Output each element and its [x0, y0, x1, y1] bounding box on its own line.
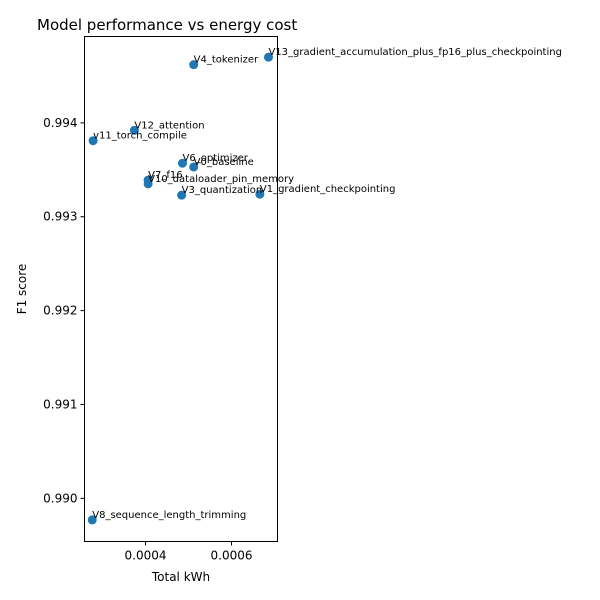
y-axis-ticks: 0.990 0.991 0.992 0.993 0.994	[43, 116, 85, 505]
scatter-point	[178, 158, 188, 168]
x-axis-label: Total kWh	[151, 570, 210, 584]
point-label: V0_baseline	[194, 157, 254, 168]
y-tick-label: 0.993	[43, 210, 77, 224]
point-label: V4_tokenizer	[194, 55, 259, 66]
scatter-point	[255, 189, 265, 199]
point-label: V3_quantization	[182, 185, 263, 196]
scatter-point	[189, 162, 199, 172]
point-label: V12_attention	[134, 120, 204, 131]
x-tick-label: 0.0006	[211, 549, 253, 563]
point-label: V13_gradient_accumulation_plus_fp16_plus…	[268, 47, 561, 58]
scatter-point	[129, 125, 139, 135]
data-point-labels: V13_gradient_accumulation_plus_fp16_plus…	[92, 47, 562, 521]
plot-frame	[84, 36, 278, 542]
scatter-point	[189, 60, 199, 70]
chart-title: Model performance vs energy cost	[37, 16, 297, 34]
scatter-point	[143, 179, 153, 189]
x-axis-ticks: 0.0004 0.0006	[125, 541, 253, 563]
point-label: V1_gradient_checkpointing	[260, 184, 396, 195]
scatter-point	[88, 136, 98, 146]
scatter-point	[87, 515, 97, 525]
y-tick-label: 0.992	[43, 304, 77, 318]
y-tick-label: 0.990	[43, 491, 77, 505]
point-label: v11_torch_compile	[93, 131, 187, 142]
y-tick-label: 0.991	[43, 397, 77, 411]
scatter-point	[263, 52, 273, 62]
y-axis-label: F1 score	[15, 264, 29, 315]
point-label: V6_optimizer	[183, 153, 249, 164]
data-points	[87, 52, 273, 525]
x-tick-label: 0.0004	[125, 549, 167, 563]
point-label: V10_dataloader_pin_memory	[148, 174, 294, 185]
y-tick-label: 0.994	[43, 116, 77, 130]
point-label: V8_sequence_length_trimming	[92, 510, 246, 521]
scatter-point	[177, 190, 187, 200]
point-label: V7_f16	[148, 170, 182, 181]
